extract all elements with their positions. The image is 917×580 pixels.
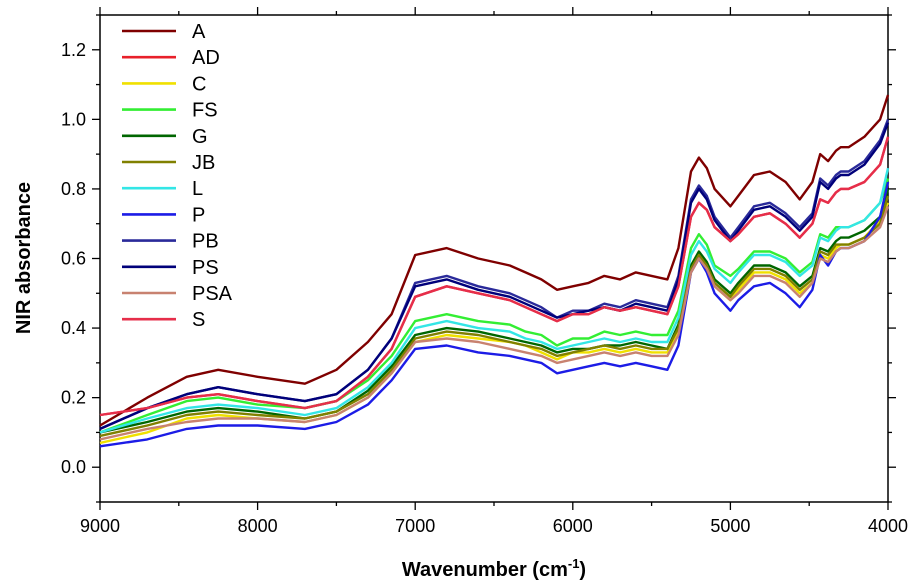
x-tick-label: 4000 (868, 516, 908, 536)
y-tick-label: 0.2 (61, 388, 86, 408)
legend-label-c: C (192, 73, 206, 95)
y-tick-label: 0.0 (61, 457, 86, 477)
y-tick-label: 1.0 (61, 109, 86, 129)
x-axis-title: Wavenumber (cm-1) (402, 556, 586, 580)
x-axis-title-sup: -1 (568, 556, 580, 571)
legend-label-g: G (192, 126, 208, 148)
x-axis-title-main: Wavenumber (cm (402, 559, 568, 580)
series-line-psa (99, 205, 890, 441)
x-axis-ticks: 9000 8000 7000 6000 5000 4000 (80, 7, 908, 536)
y-tick-label: 0.8 (61, 179, 86, 199)
series-line-a (99, 94, 890, 427)
legend-label-fs: FS (192, 100, 218, 122)
x-tick-label: 7000 (395, 516, 435, 536)
x-axis-title-end: ) (579, 559, 586, 580)
series-lines (99, 94, 890, 448)
legend-label-ps: PS (192, 257, 219, 279)
x-tick-label: 9000 (80, 516, 120, 536)
series-line-jb (99, 195, 890, 438)
legend-label-ad: AD (192, 47, 220, 69)
series-line-l (99, 167, 890, 434)
legend-label-p: P (192, 204, 205, 226)
series-line-ps (99, 122, 890, 430)
legend-label-s: S (192, 309, 205, 331)
legend-label-a: A (192, 21, 206, 43)
series-line-fs (99, 178, 890, 434)
legend-label-pb: PB (192, 231, 219, 253)
x-tick-label: 6000 (553, 516, 593, 536)
series-line-p (99, 181, 890, 448)
x-tick-label: 5000 (710, 516, 750, 536)
x-tick-label: 8000 (238, 516, 278, 536)
series-line-s (99, 136, 890, 417)
legend-label-psa: PSA (192, 283, 233, 305)
y-tick-label: 0.4 (61, 318, 86, 338)
legend-label-jb: JB (192, 152, 215, 174)
y-tick-label: 0.6 (61, 249, 86, 269)
legend-label-l: L (192, 178, 203, 200)
legend: A AD C FS G JB LP PB PS PSA S (122, 21, 233, 331)
y-axis-ticks: 0.0 0.2 0.4 0.6 0.8 1.0 1.2 (61, 14, 896, 503)
series-line-g (99, 188, 890, 434)
y-axis-title: NIR absorbance (13, 182, 35, 334)
y-tick-label: 1.2 (61, 40, 86, 60)
